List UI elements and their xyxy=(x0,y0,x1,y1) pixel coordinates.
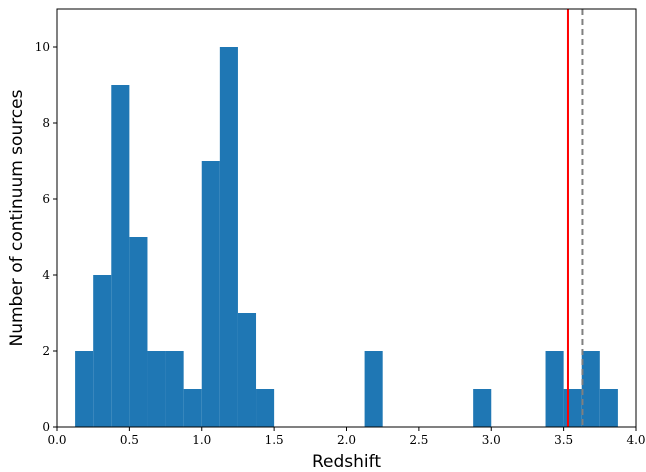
x-tick-label: 3.0 xyxy=(482,433,501,447)
y-tick-label: 0 xyxy=(42,420,50,434)
x-axis-ticks: 0.0 0.5 1.0 1.5 2.0 2.5 3.0 3.5 4.0 xyxy=(47,427,646,447)
x-tick-label: 4.0 xyxy=(626,433,645,447)
histogram-bar xyxy=(129,237,148,427)
histogram-bar xyxy=(111,85,130,427)
x-tick-label: 1.0 xyxy=(192,433,211,447)
histogram-bar xyxy=(599,389,618,427)
bars-group xyxy=(75,47,618,427)
x-tick-label: 2.0 xyxy=(337,433,356,447)
histogram-bar xyxy=(256,389,275,427)
histogram-bar xyxy=(147,351,166,427)
x-tick-label: 3.5 xyxy=(554,433,573,447)
histogram-bar xyxy=(563,389,582,427)
histogram-bar xyxy=(201,161,220,427)
histogram-bar xyxy=(219,47,238,427)
y-axis-ticks: 0 2 4 6 8 10 xyxy=(35,40,57,434)
x-tick-label: 0.5 xyxy=(120,433,139,447)
x-tick-label: 0.0 xyxy=(47,433,66,447)
y-axis-title: Number of continuum sources xyxy=(7,89,27,346)
histogram-bar xyxy=(183,389,202,427)
y-tick-label: 4 xyxy=(42,268,50,282)
y-tick-label: 6 xyxy=(42,192,50,206)
histogram-bar xyxy=(473,389,492,427)
histogram-bar xyxy=(581,351,600,427)
histogram-bar xyxy=(364,351,383,427)
x-tick-label: 2.5 xyxy=(409,433,428,447)
y-tick-label: 2 xyxy=(42,344,50,358)
histogram-bar xyxy=(75,351,94,427)
reference-lines-group xyxy=(566,9,584,427)
histogram-bar xyxy=(237,313,257,427)
histogram-bar xyxy=(93,275,112,427)
y-tick-label: 8 xyxy=(42,116,50,130)
x-axis-title: Redshift xyxy=(312,452,381,472)
y-tick-label: 10 xyxy=(35,40,50,54)
histogram-bar xyxy=(165,351,184,427)
x-tick-label: 1.5 xyxy=(265,433,284,447)
histogram-bar xyxy=(545,351,564,427)
